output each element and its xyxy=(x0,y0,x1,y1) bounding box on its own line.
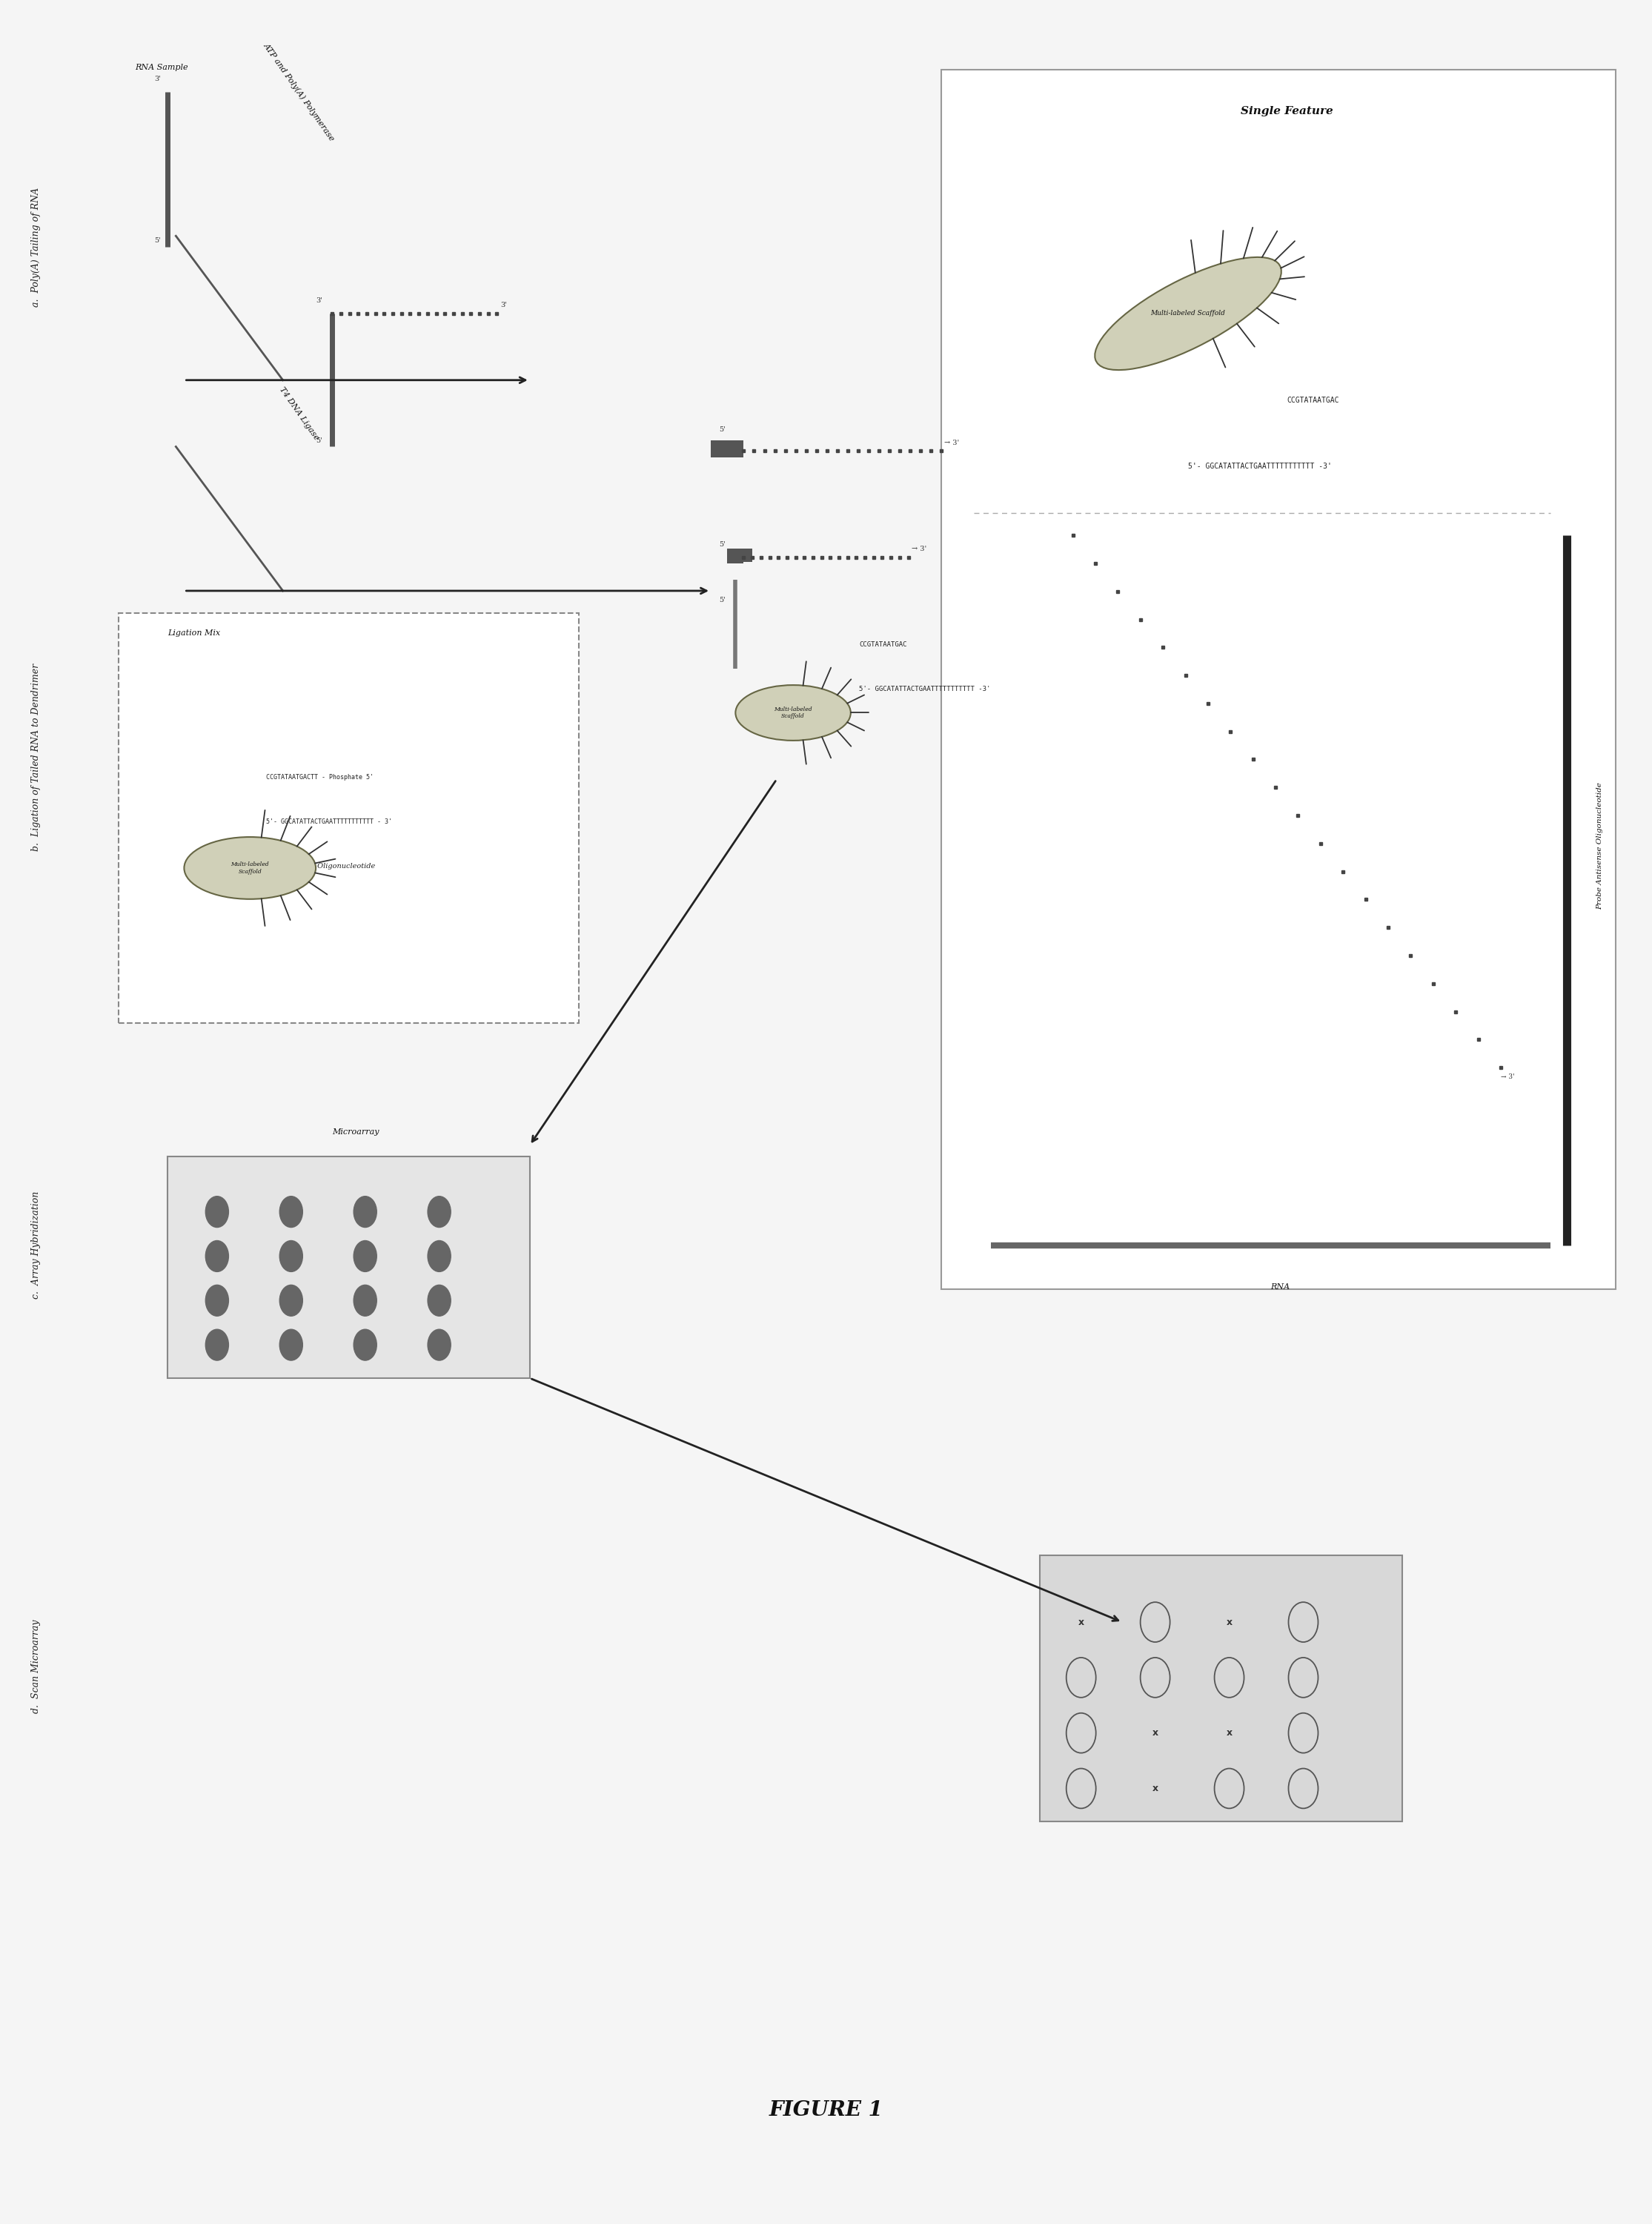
Bar xyxy=(727,552,743,563)
Circle shape xyxy=(428,1197,451,1228)
Text: 5'- GGCATATTACTGAATTTTTTTTTTT - 3': 5'- GGCATATTACTGAATTTTTTTTTTT - 3' xyxy=(266,818,393,825)
Text: Probe Antisense Oligonucleotide: Probe Antisense Oligonucleotide xyxy=(1596,783,1602,910)
FancyBboxPatch shape xyxy=(727,549,752,563)
Text: Single Feature: Single Feature xyxy=(1241,107,1333,116)
Text: CCGTATAATGACTT - Phosphate 5': CCGTATAATGACTT - Phosphate 5' xyxy=(266,774,373,781)
Text: 5': 5' xyxy=(719,596,725,603)
FancyBboxPatch shape xyxy=(119,614,580,1023)
Text: d.  Scan Microarray: d. Scan Microarray xyxy=(31,1619,41,1712)
Circle shape xyxy=(354,1330,377,1361)
FancyBboxPatch shape xyxy=(167,1156,530,1379)
Text: x: x xyxy=(1151,1728,1158,1737)
Text: 3': 3' xyxy=(316,298,322,305)
Text: Ligation Mix: Ligation Mix xyxy=(167,629,220,636)
Circle shape xyxy=(279,1241,302,1272)
Text: CCGTATAATGAC: CCGTATAATGAC xyxy=(859,641,907,647)
Text: FIGURE 1: FIGURE 1 xyxy=(768,2099,884,2119)
Text: Multi-labeled
Scaffold: Multi-labeled Scaffold xyxy=(231,861,269,874)
FancyBboxPatch shape xyxy=(1041,1555,1403,1821)
Text: RNA Sample: RNA Sample xyxy=(135,64,188,71)
Circle shape xyxy=(279,1330,302,1361)
Circle shape xyxy=(205,1197,228,1228)
Text: 3': 3' xyxy=(155,76,162,82)
Text: c.  Array Hybridization: c. Array Hybridization xyxy=(31,1192,41,1299)
Ellipse shape xyxy=(735,685,851,741)
Text: b.  Ligation of Tailed RNA to Dendrimer: b. Ligation of Tailed RNA to Dendrimer xyxy=(31,663,41,852)
Circle shape xyxy=(428,1330,451,1361)
Circle shape xyxy=(428,1285,451,1317)
Text: x: x xyxy=(1226,1617,1232,1628)
Circle shape xyxy=(354,1285,377,1317)
Circle shape xyxy=(428,1241,451,1272)
Text: RNA: RNA xyxy=(1270,1283,1290,1290)
Text: → 3': → 3' xyxy=(1500,1074,1515,1081)
Text: 5'- GGCATATTACTGAATTTTTTTTTTT -3': 5'- GGCATATTACTGAATTTTTTTTTTT -3' xyxy=(859,685,991,692)
Text: 5': 5' xyxy=(719,427,725,434)
Text: → 3': → 3' xyxy=(945,440,960,447)
Circle shape xyxy=(354,1241,377,1272)
Text: 5'- GGCATATTACTGAATTTTTTTTTTT -3': 5'- GGCATATTACTGAATTTTTTTTTTT -3' xyxy=(1188,463,1332,469)
Text: 5': 5' xyxy=(316,438,322,445)
Text: Bridging Oligonucleotide: Bridging Oligonucleotide xyxy=(282,863,375,870)
Text: T4 DNA Ligase: T4 DNA Ligase xyxy=(278,385,320,440)
Text: 5': 5' xyxy=(155,238,162,245)
Text: 3': 3' xyxy=(501,302,507,309)
Text: Multi-labeled
Scaffold: Multi-labeled Scaffold xyxy=(773,707,813,718)
Text: x: x xyxy=(1151,1784,1158,1793)
Ellipse shape xyxy=(183,836,316,898)
Circle shape xyxy=(205,1241,228,1272)
FancyBboxPatch shape xyxy=(942,69,1616,1290)
Text: Multi-labeled Scaffold: Multi-labeled Scaffold xyxy=(1151,309,1226,316)
Text: CCGTATAATGAC: CCGTATAATGAC xyxy=(1287,396,1340,405)
Ellipse shape xyxy=(1095,258,1282,369)
FancyBboxPatch shape xyxy=(710,440,743,458)
Circle shape xyxy=(205,1330,228,1361)
Circle shape xyxy=(354,1197,377,1228)
Circle shape xyxy=(279,1197,302,1228)
Text: x: x xyxy=(1079,1617,1084,1628)
Circle shape xyxy=(205,1285,228,1317)
Circle shape xyxy=(279,1285,302,1317)
Text: → 3': → 3' xyxy=(912,545,927,552)
Text: a.  Poly(A) Tailing of RNA: a. Poly(A) Tailing of RNA xyxy=(31,187,41,307)
Text: Microarray: Microarray xyxy=(332,1128,380,1136)
Text: x: x xyxy=(1226,1728,1232,1737)
Text: 5': 5' xyxy=(719,540,725,547)
Text: ATP and Poly(A) Polymerase: ATP and Poly(A) Polymerase xyxy=(263,42,337,142)
